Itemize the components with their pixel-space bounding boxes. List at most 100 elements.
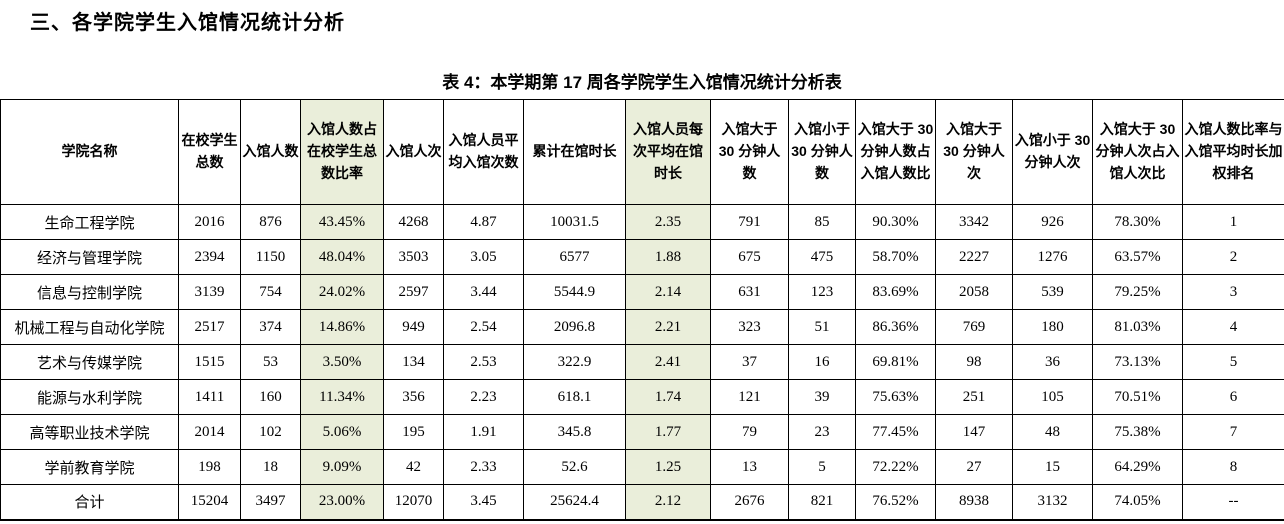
value-cell: 2517: [179, 310, 241, 345]
value-cell: 134: [384, 345, 444, 380]
college-name-cell: 生命工程学院: [1, 205, 179, 240]
value-cell: 618.1: [524, 380, 626, 415]
value-cell: 3.44: [444, 275, 524, 310]
value-cell: 58.70%: [856, 240, 936, 275]
value-cell: 4: [1183, 310, 1284, 345]
value-cell: 1411: [179, 380, 241, 415]
value-cell: 180: [1013, 310, 1093, 345]
column-header: 入馆大于 30 分钟人次: [936, 100, 1013, 205]
column-header: 入馆人数比率与入馆平均时长加权排名: [1183, 100, 1284, 205]
value-cell: 475: [789, 240, 856, 275]
value-cell: 27: [936, 450, 1013, 485]
value-cell: 3.45: [444, 485, 524, 520]
value-cell: 75.38%: [1093, 415, 1183, 450]
table-caption: 表 4：本学期第 17 周各学院学生入馆情况统计分析表: [0, 68, 1284, 93]
value-cell: 675: [711, 240, 789, 275]
value-cell: 2.53: [444, 345, 524, 380]
value-cell: 81.03%: [1093, 310, 1183, 345]
value-cell: 1: [1183, 205, 1284, 240]
column-header: 入馆小于 30 分钟人次: [1013, 100, 1093, 205]
value-cell: 90.30%: [856, 205, 936, 240]
value-cell: 6: [1183, 380, 1284, 415]
table-header-row: 学院名称在校学生总数入馆人数入馆人数占在校学生总数比率入馆人次入馆人员平均入馆次…: [1, 100, 1284, 205]
value-cell: 48.04%: [301, 240, 384, 275]
value-cell: 52.6: [524, 450, 626, 485]
value-cell: 2058: [936, 275, 1013, 310]
value-cell: --: [1183, 485, 1284, 520]
value-cell: 1.25: [626, 450, 711, 485]
value-cell: 926: [1013, 205, 1093, 240]
value-cell: 73.13%: [1093, 345, 1183, 380]
value-cell: 3: [1183, 275, 1284, 310]
value-cell: 64.29%: [1093, 450, 1183, 485]
value-cell: 769: [936, 310, 1013, 345]
value-cell: 2.21: [626, 310, 711, 345]
column-header: 入馆大于 30 分钟人次占入馆人次比: [1093, 100, 1183, 205]
value-cell: 16: [789, 345, 856, 380]
value-cell: 195: [384, 415, 444, 450]
value-cell: 15204: [179, 485, 241, 520]
value-cell: 876: [241, 205, 301, 240]
value-cell: 2.35: [626, 205, 711, 240]
value-cell: 8: [1183, 450, 1284, 485]
value-cell: 10031.5: [524, 205, 626, 240]
value-cell: 8938: [936, 485, 1013, 520]
value-cell: 539: [1013, 275, 1093, 310]
value-cell: 5.06%: [301, 415, 384, 450]
value-cell: 5: [789, 450, 856, 485]
value-cell: 13: [711, 450, 789, 485]
value-cell: 374: [241, 310, 301, 345]
value-cell: 79.25%: [1093, 275, 1183, 310]
value-cell: 18: [241, 450, 301, 485]
column-header: 入馆小于 30 分钟人数: [789, 100, 856, 205]
value-cell: 121: [711, 380, 789, 415]
value-cell: 5544.9: [524, 275, 626, 310]
value-cell: 86.36%: [856, 310, 936, 345]
value-cell: 48: [1013, 415, 1093, 450]
value-cell: 2.12: [626, 485, 711, 520]
value-cell: 3503: [384, 240, 444, 275]
college-name-cell: 能源与水利学院: [1, 380, 179, 415]
value-cell: 83.69%: [856, 275, 936, 310]
column-header: 学院名称: [1, 100, 179, 205]
college-name-cell: 高等职业技术学院: [1, 415, 179, 450]
value-cell: 70.51%: [1093, 380, 1183, 415]
value-cell: 53: [241, 345, 301, 380]
value-cell: 754: [241, 275, 301, 310]
value-cell: 3132: [1013, 485, 1093, 520]
value-cell: 2.54: [444, 310, 524, 345]
value-cell: 1276: [1013, 240, 1093, 275]
column-header: 入馆大于 30 分钟人数: [711, 100, 789, 205]
value-cell: 2227: [936, 240, 1013, 275]
value-cell: 322.9: [524, 345, 626, 380]
value-cell: 4.87: [444, 205, 524, 240]
value-cell: 4268: [384, 205, 444, 240]
value-cell: 23: [789, 415, 856, 450]
column-header: 入馆大于 30 分钟人数占入馆人数比: [856, 100, 936, 205]
value-cell: 1.91: [444, 415, 524, 450]
college-name-cell: 信息与控制学院: [1, 275, 179, 310]
value-cell: 77.45%: [856, 415, 936, 450]
college-name-cell: 合计: [1, 485, 179, 520]
value-cell: 198: [179, 450, 241, 485]
column-header: 入馆人次: [384, 100, 444, 205]
value-cell: 98: [936, 345, 1013, 380]
section-heading: 三、各学院学生入馆情况统计分析: [30, 6, 1284, 35]
column-header: 入馆人数: [241, 100, 301, 205]
value-cell: 23.00%: [301, 485, 384, 520]
value-cell: 25624.4: [524, 485, 626, 520]
value-cell: 1515: [179, 345, 241, 380]
value-cell: 51: [789, 310, 856, 345]
value-cell: 147: [936, 415, 1013, 450]
value-cell: 105: [1013, 380, 1093, 415]
value-cell: 3.05: [444, 240, 524, 275]
value-cell: 3.50%: [301, 345, 384, 380]
